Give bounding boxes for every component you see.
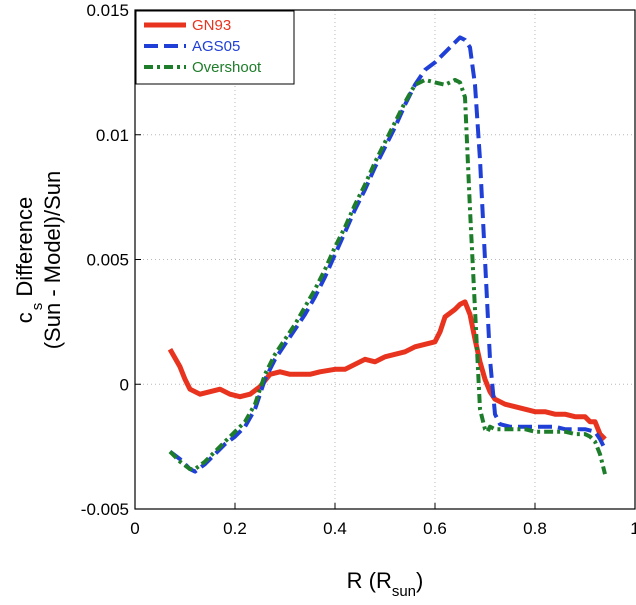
series-line-gn93	[167, 299, 607, 441]
x-tick-label: 1	[630, 519, 636, 538]
y-tick-label: 0.005	[86, 251, 129, 270]
grid	[135, 10, 635, 509]
y-tick-label: -0.005	[81, 500, 129, 519]
y-axis-title-line2: (Sun - Model)/Sun	[40, 171, 65, 350]
x-tick-label: 0.6	[423, 519, 447, 538]
x-axis-title: R (Rsun)	[347, 568, 424, 600]
legend: GN93 AGS05 Overshoot	[135, 10, 295, 85]
y-tick-label: 0	[120, 375, 129, 394]
y-axis-title-line1: cs Difference	[12, 197, 46, 323]
y-tick-label: 0.015	[86, 1, 129, 20]
y-axis-title: cs Difference (Sun - Model)/Sun	[12, 171, 65, 350]
legend-label: Overshoot	[192, 59, 262, 76]
x-axis-title-main: R (R	[347, 568, 392, 593]
series-line-overshoot	[168, 77, 607, 475]
x-tick-label: 0.2	[223, 519, 247, 538]
x-tick-label: 0	[130, 519, 139, 538]
x-tick-label: 0.4	[323, 519, 347, 538]
y-tick-label: 0.01	[96, 126, 129, 145]
x-axis-title-close: )	[416, 568, 423, 593]
legend-label: GN93	[192, 17, 231, 34]
series-layer	[167, 35, 607, 475]
y-axis-title-rest: Difference	[12, 197, 37, 303]
x-tick-label: 0.8	[523, 519, 547, 538]
legend-label: AGS05	[192, 38, 240, 55]
x-axis-title-subscript: sun	[392, 583, 416, 600]
y-axis-title-subscript: s	[29, 303, 46, 311]
y-axis-title-c: c	[12, 312, 37, 323]
